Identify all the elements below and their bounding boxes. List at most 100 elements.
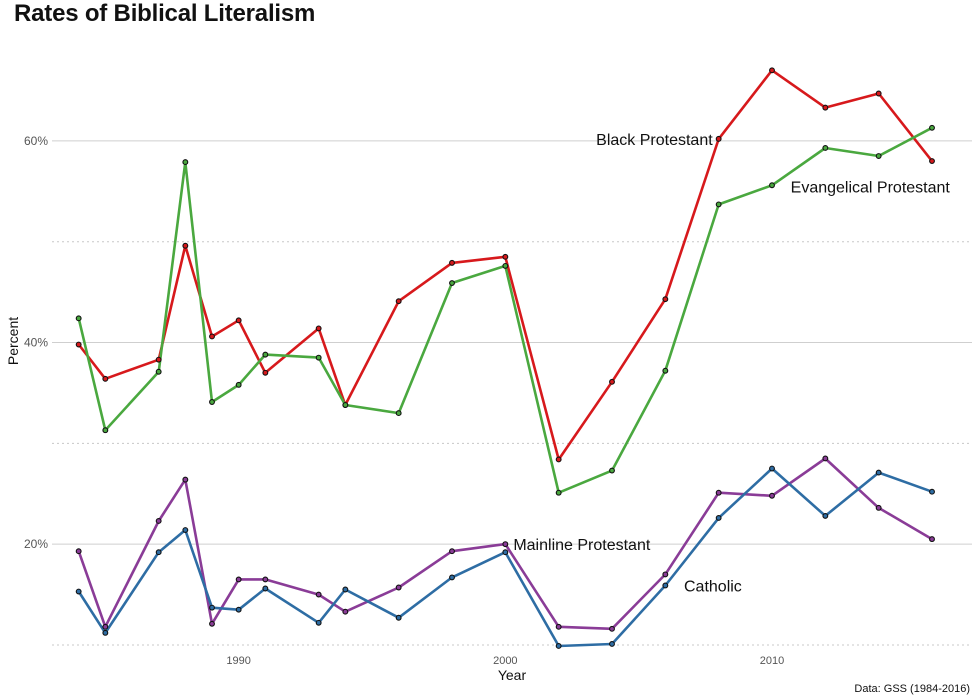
black-protestant-point xyxy=(449,259,455,266)
catholic-point xyxy=(769,465,775,472)
x-tick-label: 1990 xyxy=(226,655,250,667)
catholic-point xyxy=(182,527,189,533)
catholic-point xyxy=(342,586,349,593)
mainline-protestant-point xyxy=(769,492,775,499)
y-tick-label: 60% xyxy=(24,134,48,148)
evangelical-protestant-point xyxy=(395,410,402,417)
catholic-point xyxy=(555,643,562,649)
evangelical-protestant-point xyxy=(609,467,615,474)
evangelical-protestant-point xyxy=(315,354,322,361)
series-labels: Black Protestant Evangelical Protestant Ma… xyxy=(513,132,950,596)
mainline-protestant-point xyxy=(75,548,82,555)
x-tick-label: 2010 xyxy=(760,655,784,667)
black-protestant-point xyxy=(102,375,109,382)
catholic-point xyxy=(235,606,242,613)
mainline-protestant-point xyxy=(315,591,322,598)
mainline-protestant-point xyxy=(235,576,242,583)
y-tick-label: 20% xyxy=(24,537,48,551)
mainline-protestant-point xyxy=(182,476,189,483)
evangelical-protestant-point xyxy=(182,159,189,166)
black-protestant-point xyxy=(315,325,322,332)
evangelical-protestant-point xyxy=(662,367,669,374)
mainline-protestant-point xyxy=(502,541,509,548)
black-protestant-point xyxy=(395,298,402,305)
evangelical-protestant-point xyxy=(822,145,829,151)
mainline-protestant-label: Mainline Protestant xyxy=(513,537,651,554)
evangelical-protestant-line xyxy=(77,126,934,494)
black-protestant-label: Black Protestant xyxy=(596,132,713,149)
chart-title: Rates of Biblical Literalism xyxy=(14,0,316,27)
mainline-protestant-point xyxy=(662,571,669,578)
catholic-line xyxy=(77,467,934,648)
catholic-point xyxy=(315,619,322,626)
mainline-protestant-point xyxy=(555,623,562,630)
catholic-point xyxy=(262,585,269,592)
evangelical-protestant-point xyxy=(929,124,935,131)
series-points xyxy=(75,67,935,649)
black-protestant-point xyxy=(502,253,509,260)
evangelical-protestant-point xyxy=(262,351,269,358)
mainline-protestant-line xyxy=(77,457,934,631)
catholic-point xyxy=(609,641,615,647)
mainline-protestant-point xyxy=(342,608,349,615)
mainline-protestant-point xyxy=(395,584,402,591)
black-protestant-point xyxy=(822,104,829,111)
grid-lines xyxy=(52,140,972,646)
black-protestant-line xyxy=(77,69,934,461)
evangelical-protestant-point xyxy=(769,182,775,189)
black-protestant-point xyxy=(262,369,269,376)
evangelical-protestant-point xyxy=(715,201,722,208)
evangelical-protestant-point xyxy=(209,399,215,405)
mainline-protestant-point xyxy=(715,489,722,496)
mainline-protestant-point xyxy=(875,504,882,511)
black-protestant-point xyxy=(715,135,722,142)
data-source-caption: Data: GSS (1984-2016) xyxy=(854,683,970,695)
catholic-point xyxy=(929,488,935,495)
catholic-point xyxy=(662,582,669,589)
catholic-point xyxy=(875,469,882,476)
mainline-protestant-point xyxy=(609,625,615,632)
evangelical-protestant-point xyxy=(155,368,162,375)
evangelical-protestant-point xyxy=(235,381,242,388)
black-protestant-point xyxy=(769,67,775,74)
evangelical-protestant-point xyxy=(102,427,109,434)
catholic-point xyxy=(102,629,109,636)
black-protestant-point xyxy=(662,296,669,303)
black-protestant-point xyxy=(155,356,162,363)
mainline-protestant-point xyxy=(209,620,215,627)
evangelical-protestant-label: Evangelical Protestant xyxy=(791,179,951,196)
black-protestant-point xyxy=(929,158,935,165)
black-protestant-point xyxy=(209,333,215,340)
evangelical-protestant-point xyxy=(342,402,349,408)
catholic-point xyxy=(155,549,162,556)
mainline-protestant-point xyxy=(929,536,935,543)
black-protestant-point xyxy=(555,456,562,463)
catholic-point xyxy=(449,574,455,581)
mainline-protestant-point xyxy=(155,518,162,524)
black-protestant-point xyxy=(609,378,615,385)
evangelical-protestant-point xyxy=(502,262,509,269)
evangelical-protestant-point xyxy=(449,280,455,286)
catholic-label: Catholic xyxy=(684,578,742,595)
catholic-point xyxy=(715,514,722,521)
catholic-point xyxy=(822,512,829,519)
x-axis-title: Year xyxy=(498,667,527,683)
evangelical-protestant-point xyxy=(875,153,882,159)
evangelical-protestant-point xyxy=(75,315,82,322)
catholic-point xyxy=(75,588,82,595)
black-protestant-point xyxy=(75,341,82,348)
catholic-point xyxy=(209,604,215,611)
black-protestant-point xyxy=(875,90,882,97)
series-lines xyxy=(77,69,934,648)
x-tick-label: 2000 xyxy=(493,655,517,667)
black-protestant-point xyxy=(235,317,242,324)
catholic-point xyxy=(395,614,402,621)
axis-ticks: 20% 40% 60% 1990 2000 2010 xyxy=(24,134,784,667)
y-tick-label: 40% xyxy=(24,336,48,350)
catholic-point xyxy=(502,549,509,556)
evangelical-protestant-point xyxy=(555,489,562,496)
mainline-protestant-point xyxy=(822,455,829,462)
mainline-protestant-point xyxy=(449,548,455,555)
y-axis-title: Percent xyxy=(5,317,21,365)
